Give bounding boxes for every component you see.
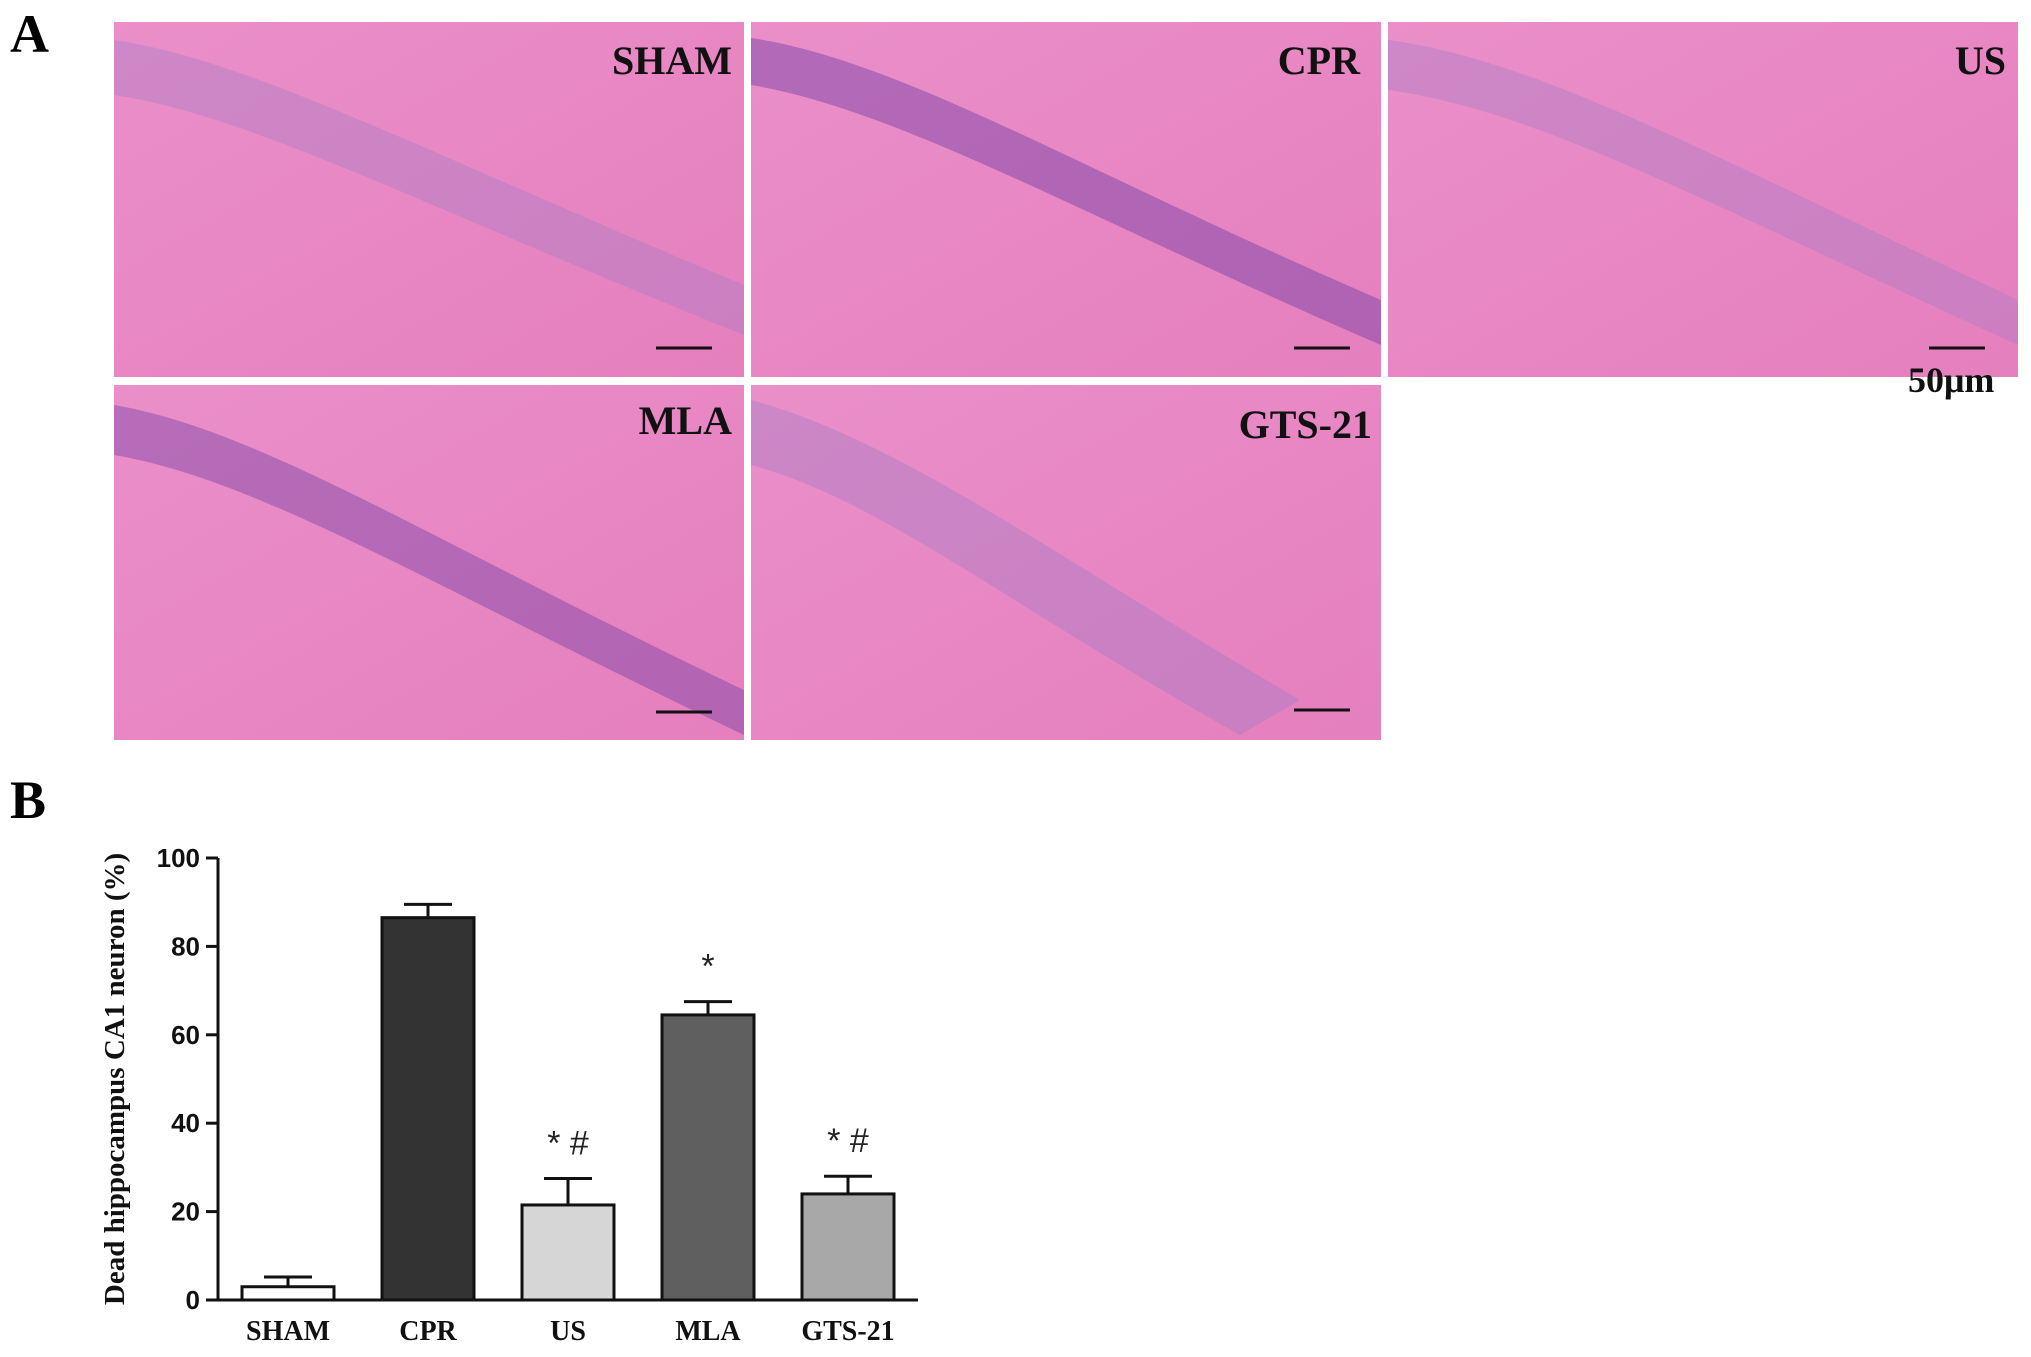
micrograph-gts21: GTS-21 (751, 385, 1381, 740)
y-tick-label: 100 (157, 843, 200, 873)
x-tick-label: GTS-21 (801, 1316, 894, 1347)
bar (660, 1013, 756, 1302)
significance-marker: * # (547, 1124, 589, 1162)
bar (800, 1192, 896, 1302)
micrograph-cpr: CPR (751, 22, 1381, 377)
micrograph-label: GTS-21 (1239, 402, 1372, 447)
y-tick-label: 0 (186, 1285, 200, 1315)
micrograph-label: SHAM (612, 38, 732, 83)
y-axis-label: Dead hippocampus CA1 neuron (%) (99, 853, 131, 1305)
micrograph-label: US (1955, 38, 2006, 83)
significance-marker: * # (827, 1122, 869, 1160)
bar-chart: 0 20 40 60 80 100 Dead hippocampus CA1 neuron … (99, 843, 918, 1347)
y-tick-label: 80 (171, 931, 200, 961)
panel-b-label: B (10, 770, 46, 830)
x-tick-label: SHAM (246, 1316, 330, 1347)
bar (380, 916, 476, 1302)
significance-marker: * (701, 948, 714, 986)
bar (520, 1203, 616, 1302)
panel-a-label: A (10, 4, 49, 64)
micrograph-label: CPR (1278, 38, 1361, 83)
y-tick-label: 40 (171, 1108, 200, 1138)
micrograph-label: MLA (639, 398, 732, 443)
micrograph-sham: SHAM (114, 22, 744, 377)
x-tick-label: CPR (399, 1316, 457, 1347)
x-tick-label: US (550, 1316, 586, 1347)
x-tick-label: MLA (675, 1316, 741, 1347)
bar (240, 1285, 336, 1302)
micrograph-us: US (1388, 22, 2018, 377)
micrograph-mla: MLA (114, 385, 744, 740)
y-tick-label: 60 (171, 1020, 200, 1050)
y-tick-label: 20 (171, 1197, 200, 1227)
scale-bar-label: 50μm (1908, 360, 1994, 400)
